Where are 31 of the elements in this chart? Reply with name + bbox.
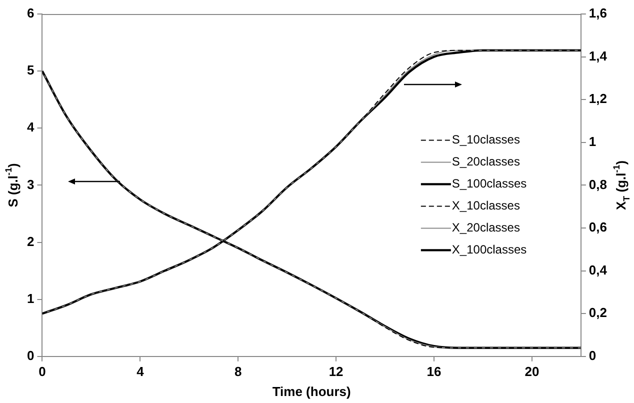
- y2-tick-label: 0,2: [588, 305, 608, 320]
- x-tick-label: 20: [524, 364, 540, 379]
- y2-axis-title: XT (g.l-1): [611, 160, 632, 210]
- legend-label: S_10classes: [452, 132, 520, 147]
- x-tick-label: 0: [38, 364, 46, 379]
- x-tick-label: 16: [426, 364, 442, 379]
- legend-label: X_100classes: [452, 242, 527, 257]
- y-tick-label: 0: [26, 348, 34, 363]
- x-tick-label: 8: [234, 364, 242, 379]
- y2-tick-label: 1,4: [588, 48, 608, 64]
- y-axis-title: S (g.l-1): [3, 163, 21, 208]
- y-tick-label: 1: [26, 290, 34, 306]
- y2-tick-label: 1,6: [588, 6, 608, 21]
- x-tick-label: 12: [328, 364, 344, 379]
- y2-tick-label: 0: [588, 348, 596, 363]
- y-tick-label: 6: [26, 6, 34, 21]
- x-axis-title: Time (hours): [272, 384, 351, 399]
- y2-tick-label: 0,4: [588, 262, 608, 278]
- legend-label: X_10classes: [452, 198, 520, 213]
- legend-label: X_20classes: [452, 220, 520, 235]
- x-tick-label: 4: [136, 364, 145, 379]
- legend-label: S_100classes: [452, 176, 527, 191]
- y2-tick-label: 0,8: [588, 176, 608, 192]
- y-tick-label: 3: [26, 176, 34, 192]
- y2-tick-label: 1,2: [588, 91, 608, 106]
- legend-label: S_20classes: [452, 154, 520, 169]
- y2-tick-label: 0,6: [588, 220, 608, 235]
- y-tick-label: 4: [26, 120, 35, 135]
- y-tick-label: 5: [26, 62, 34, 78]
- y2-tick-label: 1: [588, 134, 596, 149]
- y-tick-label: 2: [26, 234, 34, 249]
